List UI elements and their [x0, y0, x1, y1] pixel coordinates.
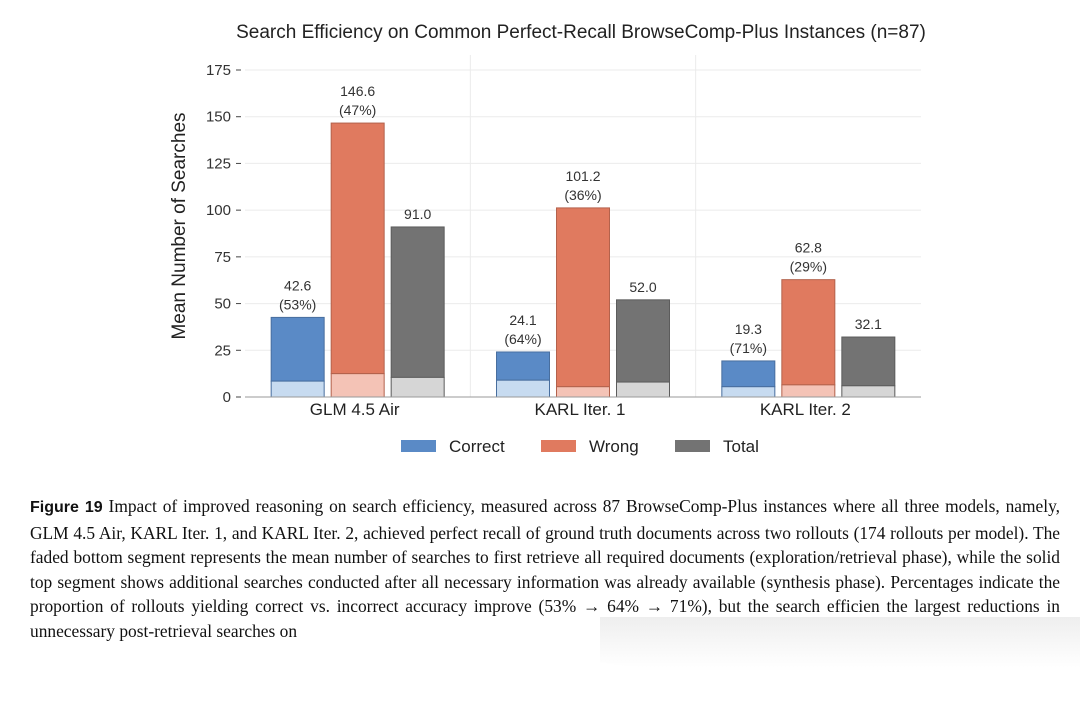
y-tick-label: 125 [206, 155, 231, 172]
legend-label-correct: Correct [449, 437, 505, 456]
pct-label: (71%) [730, 340, 767, 356]
legend-swatch-wrong [541, 440, 576, 452]
bar-wrong-solid [781, 279, 836, 386]
value-label: 32.1 [855, 316, 882, 332]
bar-total-solid [841, 336, 896, 387]
figure-label: Figure 19 [30, 499, 103, 516]
y-tick-label: 150 [206, 109, 231, 126]
pct-label: (36%) [564, 187, 601, 203]
bar-correct-solid [270, 316, 325, 382]
pct-label: (29%) [790, 259, 827, 275]
value-label: 19.3 [735, 321, 762, 337]
value-label: 146.6 [340, 83, 375, 99]
y-tick-label: 0 [223, 389, 231, 406]
legend: Correct Wrong Total [401, 437, 759, 456]
bar-correct-solid [721, 360, 776, 388]
chart-title: Search Efficiency on Common Perfect-Reca… [236, 22, 926, 43]
value-label: 24.1 [509, 312, 536, 328]
y-tick-label: 25 [214, 342, 231, 359]
bar-wrong-solid [556, 207, 610, 388]
bar-correct-faded [721, 386, 776, 398]
bars [270, 122, 896, 398]
x-tick-label: GLM 4.5 Air [310, 400, 400, 419]
legend-swatch-total [675, 440, 710, 452]
chart: Search Efficiency on Common Perfect-Reca… [169, 22, 926, 456]
caption-text: Impact of improved reasoning on search e… [30, 496, 1060, 641]
data-labels: (53%) 42.6 (47%) 146.6 91.0 (64%) 24.1 (36%) 101… [279, 83, 882, 356]
bar-total-faded [841, 385, 896, 398]
pct-label: (47%) [339, 102, 376, 118]
legend-label-total: Total [723, 437, 759, 456]
figure-caption: Figure 19 Impact of improved reasoning o… [30, 494, 1060, 643]
pct-label: (64%) [504, 331, 541, 347]
bar-total-solid [616, 299, 670, 383]
bar-total-solid [390, 226, 445, 378]
bar-correct-solid [496, 351, 550, 381]
y-tick-label: 50 [214, 296, 231, 313]
axes: 0 25 50 75 100 125 150 175 GLM 4.5 Air KARL Iter.… [206, 62, 921, 419]
value-label: 91.0 [404, 206, 431, 222]
bar-wrong-faded [556, 386, 610, 398]
y-axis-label: Mean Number of Searches [169, 112, 190, 339]
y-tick-label: 175 [206, 62, 231, 79]
value-label: 101.2 [565, 168, 600, 184]
bar-total-faded [390, 376, 445, 398]
bar-wrong-faded [781, 384, 836, 398]
bar-correct-faded [496, 379, 550, 398]
bar-wrong-solid [330, 122, 385, 375]
legend-swatch-correct [401, 440, 436, 452]
value-label: 42.6 [284, 277, 311, 293]
x-tick-label: KARL Iter. 2 [760, 400, 851, 419]
bar-total-faded [616, 381, 670, 398]
bar-wrong-faded [330, 373, 385, 398]
pct-label: (53%) [279, 296, 316, 312]
page-curl-overlay [600, 616, 1080, 713]
value-label: 52.0 [629, 279, 656, 295]
y-tick-label: 100 [206, 202, 231, 219]
legend-label-wrong: Wrong [589, 437, 639, 456]
x-tick-label: KARL Iter. 1 [534, 400, 625, 419]
value-label: 62.8 [795, 240, 822, 256]
y-tick-label: 75 [214, 249, 231, 266]
bar-correct-faded [270, 380, 325, 398]
